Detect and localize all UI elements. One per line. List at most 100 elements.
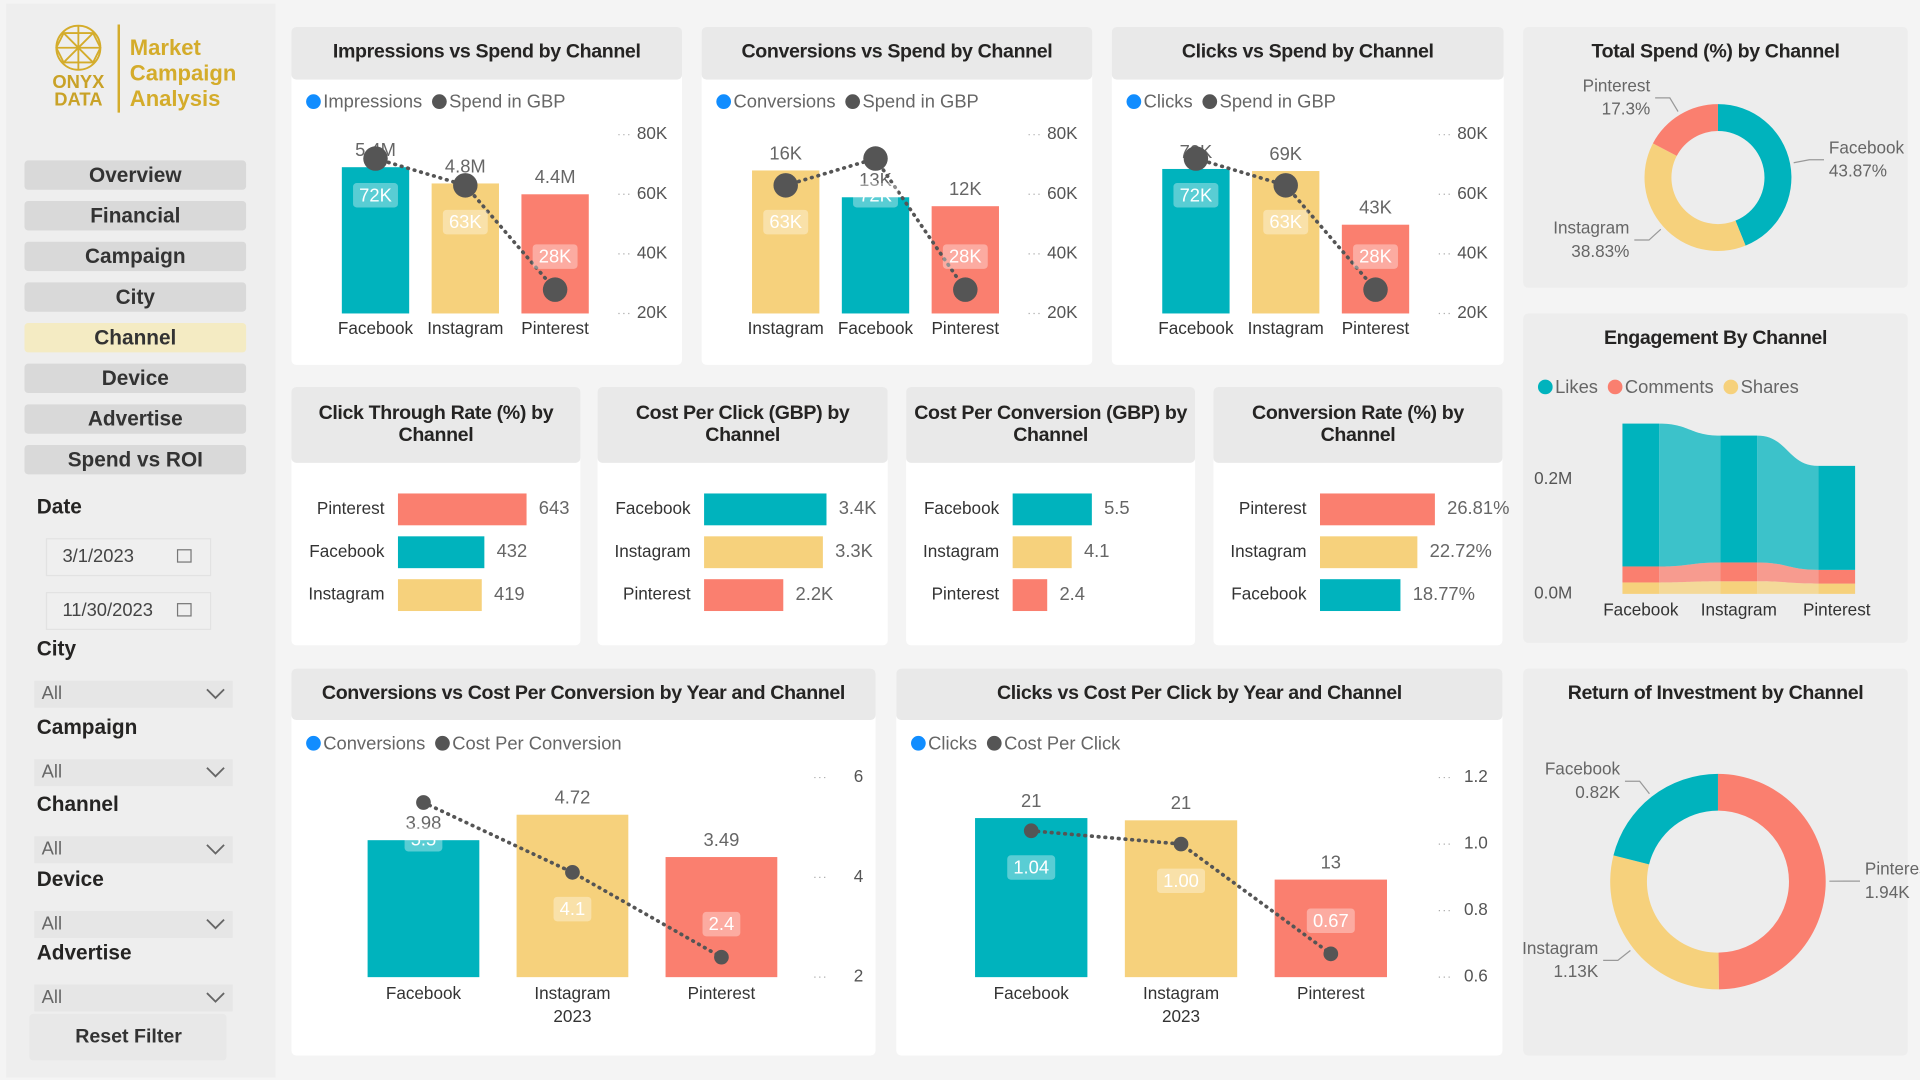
logo-title: Analysis	[130, 86, 221, 111]
leader-line	[1793, 159, 1824, 164]
line-marker	[1273, 173, 1298, 198]
nav-button[interactable]	[24, 404, 247, 434]
line-marker	[542, 277, 568, 302]
leader-line	[1634, 228, 1662, 241]
date-input[interactable]	[45, 592, 212, 630]
bar	[397, 579, 482, 612]
nav-button[interactable]	[24, 282, 247, 312]
legend-label: Spend in GBP	[862, 91, 978, 112]
legend-marker	[1202, 94, 1218, 109]
x-tick-label: Instagram	[534, 983, 610, 1003]
dropdown[interactable]	[34, 984, 233, 1012]
bar-value-label: 43K	[1359, 197, 1392, 218]
donut-slice	[1652, 104, 1718, 156]
card-header	[597, 386, 888, 463]
bar-value-label: 2.4	[1059, 583, 1085, 604]
bar	[367, 840, 480, 978]
ribbon	[1659, 562, 1721, 583]
legend-marker	[845, 94, 861, 109]
x-tick-label: Pinterest	[932, 318, 1000, 338]
x-tick-label: Instagram	[1248, 318, 1324, 338]
logo-brand: ONYX	[52, 71, 105, 92]
chart-title-box: Clicks vs Spend by Channel	[1182, 42, 1434, 63]
bar	[1162, 168, 1230, 314]
slice-label: Instagram	[1522, 938, 1598, 958]
chart-title: Conversions vs Spend by Channel	[741, 41, 1053, 63]
donut-slice	[1644, 143, 1746, 252]
legend-marker	[1607, 379, 1623, 395]
bar-value-label: 4.72	[555, 787, 591, 808]
dropdown-value: All	[42, 760, 62, 781]
chart-title: Engagement By Channel	[1603, 328, 1828, 350]
card-header	[896, 668, 1503, 720]
dropdown[interactable]	[34, 680, 233, 708]
x-tick-label: Pinterest	[521, 318, 589, 338]
y2-tick-label: 2	[854, 966, 864, 986]
y2-tick-label: 80K	[637, 123, 668, 143]
ribbon-segment	[1622, 582, 1660, 594]
calendar-icon	[176, 549, 192, 563]
nav-button[interactable]	[24, 160, 247, 190]
nav-button[interactable]	[24, 323, 247, 353]
bar-value-label: 21	[1021, 790, 1041, 811]
logo-brand: DATA	[54, 88, 102, 109]
legend-label: Spend in GBP	[449, 91, 565, 112]
y-tick-label: 0.0M	[1534, 582, 1572, 602]
leader-line	[1655, 97, 1679, 112]
leader-line	[1624, 780, 1650, 795]
line-label-box	[553, 896, 592, 922]
legend-marker	[1723, 379, 1739, 395]
y2-tick-label: 80K	[1457, 123, 1488, 143]
ribbon	[1659, 423, 1721, 567]
dropdown[interactable]	[34, 759, 233, 787]
chart-title-box: Conversion Rate (%) by Channel	[1252, 402, 1464, 445]
chart-title-box: Cost Per Click (GBP) by Channel	[636, 402, 850, 445]
card-header	[701, 26, 1093, 80]
filter-label: Device	[37, 868, 104, 891]
y2-tick-label: 1.2	[1464, 766, 1488, 786]
y-tick-label: Pinterest	[317, 498, 385, 518]
line-value-label: 28K	[539, 246, 572, 267]
line-label-box	[1353, 244, 1398, 269]
chart-title: Return of Investment by Channel	[1567, 683, 1864, 704]
line-label-box	[404, 826, 443, 852]
filter-label: Date	[37, 496, 82, 519]
dropdown[interactable]	[34, 836, 233, 864]
reset-button[interactable]	[29, 1013, 227, 1061]
bar-value-label: 3.49	[704, 829, 740, 850]
card-header	[291, 668, 876, 720]
line-value-label: 72K	[359, 184, 392, 205]
x-tick-label: Instagram	[1701, 600, 1777, 620]
line-label-box	[702, 911, 741, 937]
chart-title-box: Total Spend (%) by Channel	[1591, 41, 1840, 63]
y2-tick-label: 6	[854, 766, 864, 786]
nav-button[interactable]	[24, 363, 247, 394]
legend-marker	[306, 94, 321, 109]
line-value-label: 72K	[1180, 184, 1213, 205]
legend-label: Likes	[1555, 376, 1598, 397]
nav-button[interactable]	[24, 201, 247, 231]
card-header	[291, 386, 581, 463]
x-tick-label: Pinterest	[688, 983, 756, 1003]
line-label-box	[532, 244, 578, 269]
dropdown[interactable]	[34, 911, 233, 938]
line	[421, 800, 724, 960]
legend-marker	[911, 735, 926, 751]
dropdown-value: All	[42, 912, 62, 933]
nav-button[interactable]	[24, 444, 247, 475]
ribbon-segment	[1720, 562, 1758, 582]
chart-title-box: Return of Investment by Channel	[1567, 683, 1864, 704]
leader-line	[1603, 950, 1631, 961]
ribbon-segment	[1622, 423, 1660, 567]
logo-title: Campaign	[130, 61, 237, 86]
bar-value-label: 2.2K	[796, 583, 835, 604]
legend-marker	[986, 735, 1002, 751]
date-input[interactable]	[45, 538, 212, 577]
chart-title: Total Spend (%) by Channel	[1591, 41, 1840, 63]
filter-label: Campaign	[37, 716, 138, 739]
nav-button[interactable]	[24, 241, 247, 272]
nav-label: Financial	[90, 204, 180, 227]
bar-value-label: 3.3K	[835, 540, 874, 561]
bar	[704, 536, 823, 569]
y2-tick-label: 40K	[1047, 242, 1078, 262]
